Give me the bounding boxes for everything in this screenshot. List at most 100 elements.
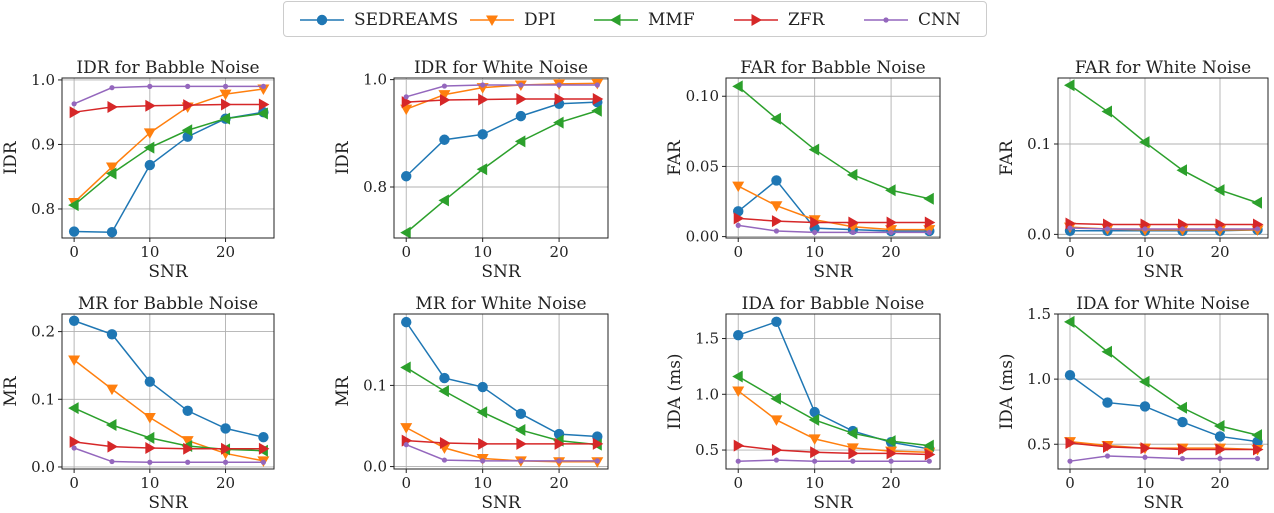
chart-title: FAR for White Noise (1075, 58, 1251, 78)
data-point-cnn (888, 229, 894, 235)
data-point-zfr (924, 448, 936, 461)
data-point-cnn (1254, 226, 1261, 232)
data-point-cnn (773, 457, 780, 463)
panel-ida-for-babble-noise: 0 10 20 0.5 1.0 1.5 IDA for Babble Noise SNR IDA… (665, 294, 941, 513)
legend-marker (610, 14, 621, 26)
data-point-mmf (514, 424, 526, 437)
series-zfr (401, 434, 604, 450)
data-point-dpi (105, 162, 118, 174)
data-point-dpi (732, 386, 745, 397)
data-point-sedreams (1139, 401, 1151, 412)
data-point-sedreams (144, 376, 156, 387)
data-point-cnn (1142, 226, 1148, 232)
series-dpi (1064, 437, 1264, 456)
data-point-cnn (185, 459, 191, 465)
series-mmf (732, 370, 934, 452)
series-line-zfr (74, 103, 264, 113)
data-point-sedreams (733, 329, 744, 341)
legend-marker (316, 14, 328, 26)
data-point-zfr (107, 440, 118, 453)
x-tick-label: 0 (733, 243, 743, 261)
y-tick-label: 0.1 (1027, 135, 1051, 153)
data-point-cnn (518, 458, 524, 464)
chart-title: MR for White Noise (415, 294, 586, 314)
panel-far-for-babble-noise: 0 10 20 0.00 0.05 0.10 FAR for Babble Noise SNR… (665, 58, 941, 282)
data-point-mmf (400, 226, 411, 239)
legend-item-cnn: CNN (862, 2, 961, 38)
y-tick-label: 1.0 (363, 71, 387, 89)
series-line-cnn (405, 443, 598, 462)
data-point-mmf (68, 402, 79, 415)
data-point-zfr (69, 106, 81, 119)
legend-label: DPI (524, 10, 556, 30)
series-mmf (400, 104, 602, 239)
series-cnn (71, 445, 266, 465)
series-dpi (732, 181, 936, 236)
legend: SEDREAMS DPI MMF ZFR CNN (283, 1, 987, 37)
data-point-cnn (1142, 454, 1148, 460)
data-point-zfr (554, 92, 566, 105)
data-point-zfr (401, 96, 413, 109)
y-axis-label: MR (333, 375, 353, 406)
x-tick-label: 0 (69, 474, 79, 492)
series-dpi (68, 84, 270, 209)
series-line-zfr (406, 439, 598, 445)
data-point-dpi (400, 423, 413, 434)
y-tick-label: 0.0 (1027, 225, 1051, 243)
x-tick-label: 20 (1210, 474, 1229, 492)
data-point-zfr (848, 447, 859, 460)
data-point-mmf (1064, 79, 1075, 92)
data-point-zfr (478, 437, 489, 450)
data-point-cnn (147, 459, 153, 465)
data-point-sedreams (515, 110, 527, 122)
data-point-mmf (68, 199, 79, 212)
x-tick-label: 0 (733, 474, 743, 492)
series-line-dpi (73, 88, 264, 204)
data-point-cnn (812, 229, 818, 235)
data-point-mmf (1176, 401, 1187, 414)
data-point-cnn (403, 442, 409, 448)
data-point-zfr (439, 437, 451, 450)
y-tick-label: 0.5 (1027, 435, 1051, 453)
data-point-zfr (733, 439, 745, 452)
series-cnn (403, 442, 600, 464)
data-point-sedreams (220, 423, 231, 434)
legend-label: CNN (918, 10, 961, 30)
data-point-cnn (403, 94, 409, 100)
series-mmf (400, 361, 602, 451)
data-point-zfr (886, 216, 898, 229)
x-tick-label: 0 (1065, 474, 1075, 492)
x-tick-label: 0 (401, 243, 411, 261)
legend-item-dpi: DPI (468, 2, 556, 38)
data-point-dpi (846, 443, 859, 454)
data-point-zfr (478, 93, 489, 106)
data-point-dpi (143, 413, 156, 424)
series-sedreams (733, 316, 935, 455)
series-line-mmf (737, 375, 930, 447)
data-point-cnn (1104, 226, 1111, 232)
data-point-cnn (735, 222, 741, 228)
data-point-cnn (441, 83, 448, 89)
data-point-mmf (476, 406, 488, 419)
chart-title: IDA for Babble Noise (742, 294, 925, 314)
data-point-sedreams (809, 406, 820, 418)
data-point-mmf (1251, 196, 1262, 209)
data-point-dpi (732, 181, 745, 193)
data-point-zfr (439, 94, 451, 107)
data-point-cnn (1067, 225, 1073, 231)
series-line-mmf (737, 85, 930, 200)
legend-marker-zfr (734, 14, 778, 26)
series-line-sedreams (405, 101, 598, 177)
data-point-cnn (222, 83, 229, 89)
axes-frame (393, 77, 609, 239)
legend-label: MMF (648, 10, 695, 30)
data-point-mmf (143, 141, 155, 154)
x-tick-label: 20 (882, 474, 901, 492)
data-point-zfr (810, 216, 821, 229)
data-point-zfr (771, 444, 783, 457)
x-tick-label: 10 (805, 474, 824, 492)
data-point-cnn (556, 82, 562, 88)
series-cnn (1067, 453, 1261, 464)
legend-label: ZFR (788, 10, 825, 30)
series-line-sedreams (737, 320, 930, 450)
